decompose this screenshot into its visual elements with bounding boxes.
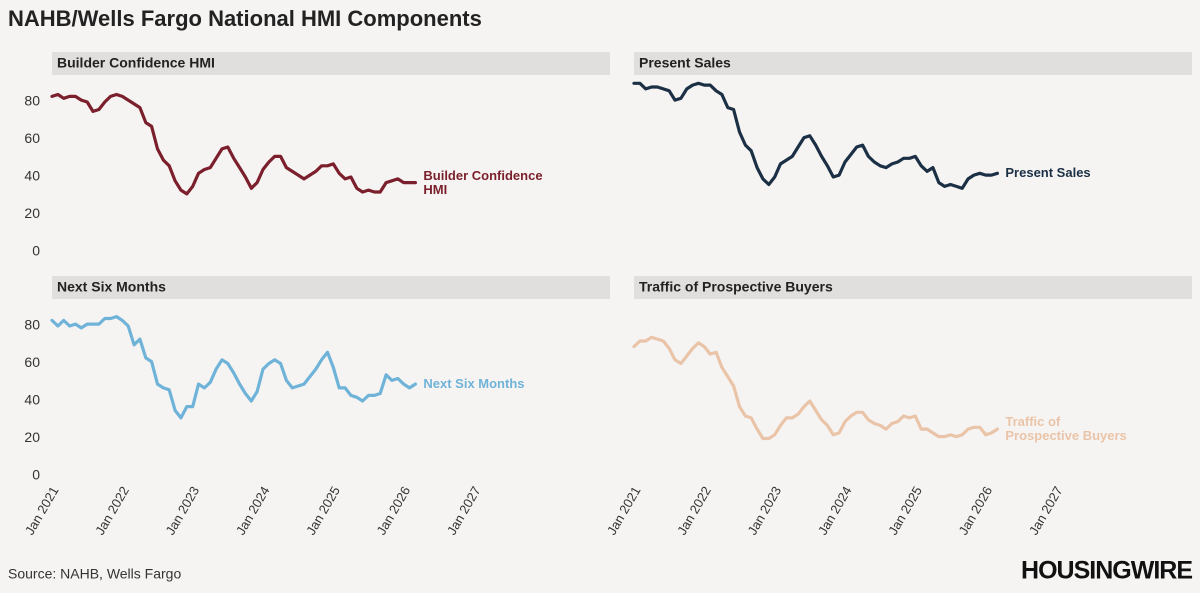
- panel-title: Present Sales: [639, 55, 731, 71]
- x-tick-label: Jan 2024: [233, 484, 273, 538]
- y-tick-label: 20: [24, 429, 40, 445]
- panel-header: [52, 52, 610, 75]
- series-end-label: Builder Confidence HMI: [423, 167, 543, 197]
- panel-header: [52, 276, 610, 299]
- series-end-label: Present Sales: [1005, 165, 1091, 181]
- y-tick-label: 60: [24, 354, 40, 370]
- logo: HOUSINGWIRE: [1021, 557, 1192, 585]
- panel-title: Next Six Months: [57, 279, 166, 295]
- x-tick-label: Jan 2025: [303, 484, 343, 538]
- y-tick-label: 0: [32, 467, 40, 483]
- x-tick-label: Jan 2027: [1026, 484, 1066, 538]
- y-tick-label: 80: [24, 317, 40, 333]
- series-line: [632, 335, 999, 441]
- end-label-box: Present Sales: [1005, 165, 1091, 181]
- x-tick-label: Jan 2026: [374, 484, 414, 538]
- x-tick-label: Jan 2022: [92, 484, 132, 538]
- panel-title: Traffic of Prospective Buyers: [639, 279, 833, 295]
- y-tick-label: 20: [24, 205, 40, 221]
- y-tick-label: 0: [32, 243, 40, 259]
- x-tick-label: Jan 2021: [604, 484, 644, 538]
- y-tick-label: 40: [24, 392, 40, 408]
- x-tick-label: Jan 2022: [674, 484, 714, 538]
- end-label-box: Builder Confidence HMI: [423, 167, 543, 197]
- end-label-box: Next Six Months: [423, 376, 525, 392]
- x-tick-label: Jan 2027: [444, 484, 484, 538]
- x-tick-label: Jan 2024: [815, 484, 855, 538]
- series-end-label: Next Six Months: [423, 376, 525, 392]
- series-end-label: Traffic of Prospective Buyers: [1005, 414, 1127, 444]
- x-tick-label: Jan 2025: [885, 484, 925, 538]
- series-line: [50, 315, 417, 420]
- panel-title: Builder Confidence HMI: [57, 55, 215, 71]
- series-line: [632, 81, 999, 190]
- page-title: NAHB/Wells Fargo National HMI Components: [8, 6, 482, 31]
- x-tick-label: Jan 2023: [745, 484, 785, 538]
- y-tick-label: 60: [24, 130, 40, 146]
- x-tick-label: Jan 2021: [22, 484, 62, 538]
- panel-header: [634, 276, 1192, 299]
- y-tick-label: 80: [24, 93, 40, 109]
- end-label-box: Traffic of Prospective Buyers: [1005, 414, 1127, 444]
- panel-header: [634, 52, 1192, 75]
- x-tick-label: Jan 2023: [163, 484, 203, 538]
- source: Source: NAHB, Wells Fargo: [8, 566, 181, 582]
- series-line: [50, 92, 417, 196]
- x-tick-label: Jan 2026: [956, 484, 996, 538]
- y-tick-label: 40: [24, 168, 40, 184]
